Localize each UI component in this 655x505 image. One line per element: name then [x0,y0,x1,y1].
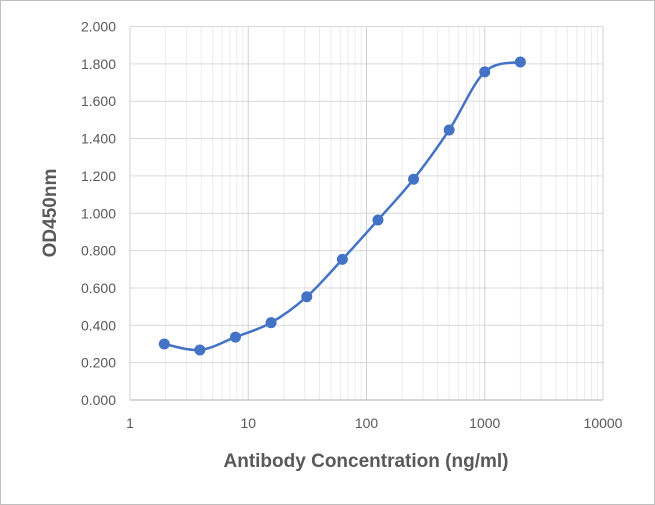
y-tick-label: 1.600 [81,93,116,109]
x-tick-label: 100 [355,415,379,431]
data-point [408,173,420,185]
y-tick-label: 1.200 [81,168,116,184]
series-line [164,60,521,352]
data-point [443,124,455,136]
x-tick-label: 1000 [469,415,500,431]
x-tick-label: 1 [126,415,134,431]
y-tick-label: 1.800 [81,56,116,72]
y-tick-label: 1.000 [81,205,116,221]
data-point [158,338,170,350]
y-tick-label: 0.200 [81,355,116,371]
y-tick-label: 2.000 [81,19,116,35]
y-tick-label: 0.000 [81,392,116,408]
y-axis-label: OD450nm [40,169,61,258]
data-point [479,66,491,78]
data-point [301,291,313,303]
data-point [229,331,241,343]
data-point [265,317,277,329]
data-point [372,214,384,226]
data-point [336,253,348,265]
y-tick-label: 0.400 [81,317,116,333]
y-tick-label: 1.400 [81,131,116,147]
y-tick-label: 0.600 [81,280,116,296]
x-axis-label: Antibody Concentration (ng/ml) [224,451,509,472]
data-point [514,56,526,68]
data-point [194,344,206,356]
x-tick-label: 10000 [584,415,623,431]
y-tick-label: 0.800 [81,243,116,259]
x-tick-label: 10 [240,415,256,431]
